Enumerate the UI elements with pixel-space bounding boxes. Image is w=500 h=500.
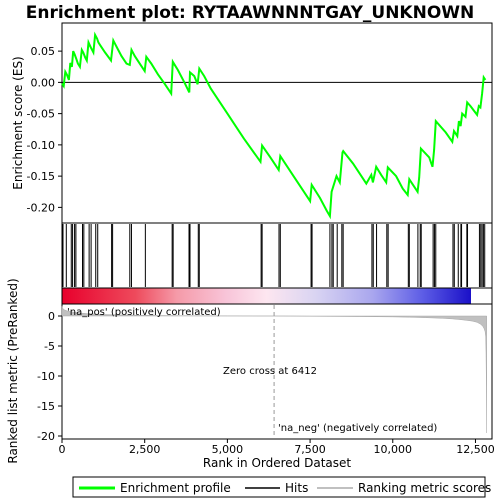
x-tick-label: 5,000 (212, 443, 244, 456)
hits-panel (61, 222, 493, 289)
metric-y-tick-label: -15 (37, 400, 55, 413)
metric-y-tick-label: 0 (48, 310, 55, 323)
legend-frame (72, 476, 486, 498)
chart-title: Enrichment plot: RYTAAWNNNTGAY_UNKNOWN (26, 3, 475, 23)
metric-y-ticks: 0 -5 -10 -15 -20 (37, 310, 62, 443)
es-y-ticks: 0.05 0.00 -0.05 -0.10 -0.15 -0.20 (27, 45, 62, 214)
zero-cross-label: Zero cross at 6412 (223, 366, 317, 377)
metric-y-tick-label: -10 (37, 370, 55, 383)
legend-label-enrichment-profile: Enrichment profile (120, 481, 231, 495)
es-y-tick-label: 0.00 (31, 76, 56, 89)
neg-correlated-label: 'na_neg' (negatively correlated) (278, 423, 437, 434)
es-panel-frame (61, 22, 493, 224)
es-y-axis-label: Enrichment score (ES) (11, 56, 25, 189)
pos-correlated-label: 'na_pos' (positively correlated) (67, 307, 221, 318)
hit-marks (62, 224, 486, 287)
es-y-tick-label: -0.15 (27, 170, 55, 183)
x-tick-label: 10,000 (374, 443, 413, 456)
es-panel: 0.05 0.00 -0.05 -0.10 -0.15 -0.20 Enrichment … (11, 22, 493, 224)
metric-y-tick-label: -5 (44, 340, 55, 353)
heatmap-gradient (62, 288, 471, 304)
ranking-metric-area (61, 306, 487, 434)
heatmap-bar (61, 287, 493, 305)
hits-panel-frame (61, 222, 493, 289)
metric-y-tick-label: -20 (37, 430, 55, 443)
legend-label-hits: Hits (285, 481, 308, 495)
metric-panel: 0 -5 -10 -15 -20 'na_pos' (positively correl… (6, 278, 493, 464)
legend-label-ranking-metric: Ranking metric scores (358, 481, 491, 495)
es-y-tick-label: -0.20 (27, 201, 55, 214)
enrichment-profile-line (61, 31, 487, 220)
x-tick-label: 7,500 (294, 443, 326, 456)
es-y-tick-label: -0.05 (27, 108, 55, 121)
metric-y-axis-label: Ranked list metric (PreRanked) (6, 278, 20, 463)
x-axis-label: Rank in Ordered Dataset (203, 456, 351, 470)
es-y-tick-label: -0.10 (27, 139, 55, 152)
x-tick-label: 12,500 (456, 443, 495, 456)
x-tick-label: 0 (59, 443, 66, 456)
metric-panel-frame (61, 303, 493, 440)
x-axis-ticks: 0 2,500 5,000 7,500 10,000 12,500 (59, 439, 495, 456)
x-tick-label: 2,500 (129, 443, 161, 456)
es-y-tick-label: 0.05 (31, 45, 56, 58)
legend: Enrichment profile Hits Ranking metric s… (72, 476, 491, 498)
